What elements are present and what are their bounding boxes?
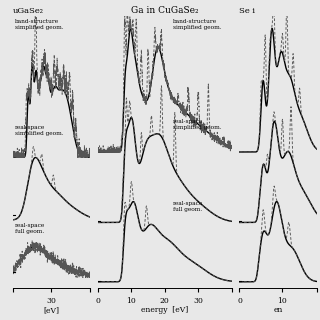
Text: real-space
simplified geom.: real-space simplified geom.	[15, 125, 64, 136]
Title: Ga in CuGaSe₂: Ga in CuGaSe₂	[131, 6, 199, 15]
Text: band-structure
simplified geom.: band-structure simplified geom.	[15, 19, 64, 29]
X-axis label: [eV]: [eV]	[44, 307, 60, 315]
Text: real-space
simplified geom.: real-space simplified geom.	[173, 119, 221, 130]
Text: band-structure
simplified geom.: band-structure simplified geom.	[173, 19, 221, 29]
Text: uGaSe₂: uGaSe₂	[13, 7, 44, 15]
Text: real-space
full geom.: real-space full geom.	[173, 201, 203, 212]
Text: real-space
full geom.: real-space full geom.	[15, 223, 45, 234]
X-axis label: energy  [eV]: energy [eV]	[141, 307, 188, 315]
X-axis label: en: en	[274, 307, 283, 315]
Text: Se i: Se i	[239, 7, 255, 15]
